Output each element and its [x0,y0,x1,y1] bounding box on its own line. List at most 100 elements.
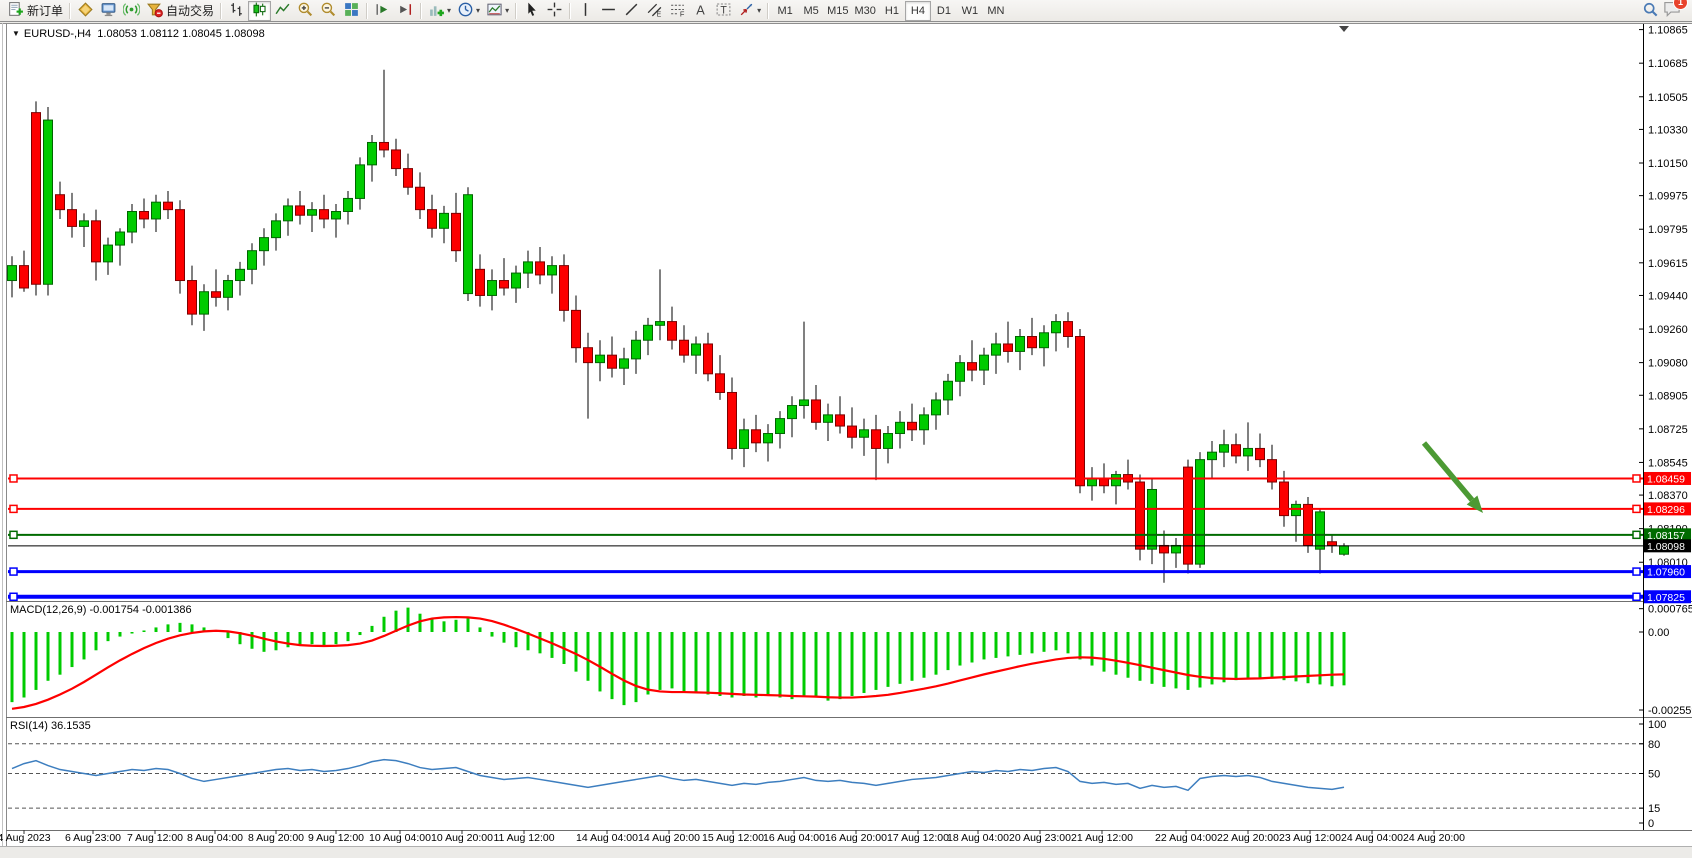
svg-text:1.08725: 1.08725 [1648,424,1688,436]
vertical-line-tool-button[interactable] [574,1,597,21]
timeframe-h1-button[interactable]: H1 [879,1,905,21]
new-order-button[interactable]: 新订单 [4,1,66,21]
text-tool-button[interactable]: A [689,1,712,21]
toolbar-separator [767,2,770,19]
svg-text:14 Aug 04:00: 14 Aug 04:00 [576,832,638,844]
svg-text:4 Aug 2023: 4 Aug 2023 [0,832,51,844]
zoom-out-button[interactable] [317,1,340,21]
svg-text:10 Aug 04:00: 10 Aug 04:00 [369,832,431,844]
templates-button[interactable]: ▾ [483,1,512,21]
candlestick-mode-button[interactable] [248,0,272,21]
trendline-tool-button[interactable] [620,1,643,21]
dropdown-caret-icon: ▾ [505,6,510,15]
line-chart-mode-button[interactable] [271,1,294,21]
chart-dropdown-icon[interactable]: ▼ [12,29,20,38]
svg-text:1.10150: 1.10150 [1648,158,1688,170]
virtual-hosting-button[interactable] [97,1,120,21]
dropdown-caret-icon: ▾ [476,6,481,15]
svg-text:-0.002559: -0.002559 [1648,705,1692,717]
svg-text:1.10505: 1.10505 [1648,92,1688,104]
chart-shift-icon [397,1,414,21]
chart-shift-button[interactable] [394,1,417,21]
svg-text:7 Aug 12:00: 7 Aug 12:00 [127,832,183,844]
svg-text:E: E [657,11,662,18]
chart-title: ▼ EURUSD-,H4 1.08053 1.08112 1.08045 1.08… [12,28,265,40]
svg-text:1.10685: 1.10685 [1648,58,1688,70]
svg-text:15: 15 [1648,803,1660,815]
svg-text:8 Aug 04:00: 8 Aug 04:00 [187,832,243,844]
tile-windows-button[interactable] [340,1,363,21]
templates-icon [486,1,503,21]
clock-icon [457,1,474,21]
svg-text:24 Aug 20:00: 24 Aug 20:00 [1403,832,1465,844]
metaeditor-button[interactable] [74,1,97,21]
timeframe-h4-button[interactable]: H4 [904,0,931,21]
svg-text:24 Aug 04:00: 24 Aug 04:00 [1341,832,1403,844]
svg-text:1.10330: 1.10330 [1648,124,1688,136]
autotrading-button[interactable]: 自动交易 [143,1,217,21]
bar-chart-icon [228,1,245,21]
tile-windows-icon [343,1,360,21]
svg-text:50: 50 [1648,769,1660,781]
svg-text:1.09795: 1.09795 [1648,224,1688,236]
rsi-indicator-label: RSI(14) 36.1535 [10,720,91,732]
horizontal-line-tool-button[interactable] [597,1,620,21]
crosshair-icon [546,1,563,21]
timeframe-w1-button[interactable]: W1 [957,1,983,21]
toolbar: 新订单 自动交易 ▾ ▾ ▾ E F A T ▾ M1 M5 M15 M30 H… [0,0,1692,22]
timeframe-m1-button[interactable]: M1 [772,1,798,21]
svg-text:1.07960: 1.07960 [1647,567,1685,579]
cursor-icon [523,1,540,21]
svg-text:1.09975: 1.09975 [1648,191,1688,203]
svg-text:0.00: 0.00 [1648,627,1669,639]
svg-text:1.08296: 1.08296 [1647,504,1685,516]
toolbar-separator [515,2,518,19]
svg-text:1.08370: 1.08370 [1648,490,1688,502]
channel-tool-button[interactable]: E [643,1,666,21]
indicators-icon [428,1,445,21]
svg-text:17 Aug 12:00: 17 Aug 12:00 [887,832,949,844]
arrows-tool-button[interactable]: ▾ [735,1,764,21]
text-label-tool-button[interactable]: T [712,1,735,21]
chart-ohlc-values: 1.08053 1.08112 1.08045 1.08098 [97,28,265,40]
timeframe-mn-button[interactable]: MN [983,1,1009,21]
auto-scroll-button[interactable] [371,1,394,21]
timeframe-m5-button[interactable]: M5 [798,1,824,21]
svg-text:21 Aug 12:00: 21 Aug 12:00 [1071,832,1133,844]
indicators-button[interactable]: ▾ [425,1,454,21]
channel-icon: E [646,1,663,21]
timeframe-m15-button[interactable]: M15 [824,1,851,21]
svg-text:15 Aug 12:00: 15 Aug 12:00 [702,832,764,844]
svg-text:0: 0 [1648,818,1654,830]
zoom-out-icon [320,1,337,21]
notifications-button[interactable]: 1 [1662,0,1688,23]
bar-chart-mode-button[interactable] [225,1,248,21]
search-button[interactable] [1639,1,1662,21]
timeframe-d1-button[interactable]: D1 [931,1,957,21]
timeframe-m30-button[interactable]: M30 [852,1,879,21]
zoom-in-button[interactable] [294,1,317,21]
fibonacci-tool-button[interactable]: F [666,1,689,21]
svg-text:1.08545: 1.08545 [1648,457,1688,469]
svg-text:8 Aug 20:00: 8 Aug 20:00 [248,832,304,844]
svg-text:6 Aug 23:00: 6 Aug 23:00 [65,832,121,844]
arrows-icon [738,1,755,21]
crosshair-button[interactable] [543,1,566,21]
toolbar-separator [420,2,423,19]
signals-button[interactable] [120,1,143,21]
trendline-icon [623,1,640,21]
new-order-icon [7,1,24,21]
hosting-icon [100,1,117,21]
svg-text:16 Aug 20:00: 16 Aug 20:00 [825,832,887,844]
svg-text:1.09260: 1.09260 [1648,324,1688,336]
toolbar-separator [69,2,72,19]
svg-text:11 Aug 12:00: 11 Aug 12:00 [493,832,554,844]
signals-icon [122,1,141,21]
svg-text:22 Aug 20:00: 22 Aug 20:00 [1217,832,1279,844]
dropdown-caret-icon: ▾ [447,6,452,15]
periods-button[interactable]: ▾ [454,1,483,21]
notification-badge: 1 [1673,0,1688,10]
svg-text:18 Aug 04:00: 18 Aug 04:00 [947,832,1009,844]
cursor-button[interactable] [520,1,543,21]
